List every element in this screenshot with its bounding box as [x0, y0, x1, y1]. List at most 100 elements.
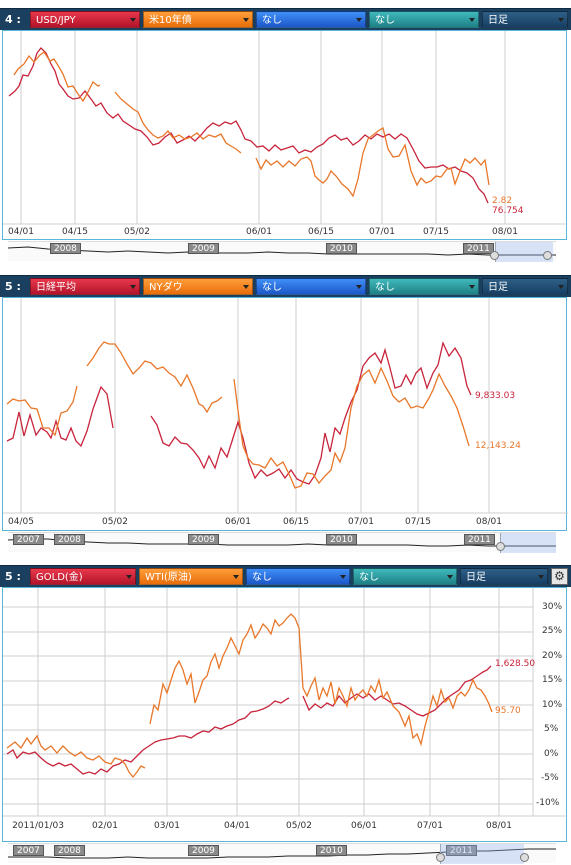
- panel-toolbar: 5 : GOLD(金) WTI(原油) なし なし 日足 ⚙: [0, 565, 571, 587]
- select-label: 米10年債: [149, 15, 192, 26]
- chevron-down-icon: [558, 18, 564, 22]
- period-navigator[interactable]: 2007 2008 2009 2010 2011: [8, 532, 556, 553]
- third-symbol-select[interactable]: なし: [256, 11, 366, 28]
- primary-symbol-select[interactable]: GOLD(金): [30, 568, 136, 585]
- x-tick-label: 03/01: [154, 821, 180, 831]
- last-value-label: 2.82: [492, 196, 513, 206]
- panel-toolbar: 5 : 日経平均 NYダウ なし なし 日足: [0, 275, 571, 297]
- series-line-nydow: [86, 341, 223, 414]
- last-value-label: 76.754: [492, 206, 524, 216]
- x-tick-label: 06/01: [225, 517, 251, 527]
- chevron-down-icon: [558, 285, 564, 289]
- chevron-down-icon: [130, 18, 136, 22]
- period-select[interactable]: 日足: [482, 278, 568, 295]
- navigator-sparkline: [8, 246, 556, 256]
- chevron-down-icon: [356, 18, 362, 22]
- series-line-nikkei: [150, 340, 472, 485]
- fourth-symbol-select[interactable]: なし: [353, 568, 457, 585]
- x-tick-label: 08/01: [476, 517, 502, 527]
- nav-year-label[interactable]: 2009: [188, 243, 219, 254]
- navigator-handle-left[interactable]: [490, 251, 499, 260]
- y-tick-label: 10%: [542, 700, 563, 710]
- last-value-label: 1,628.50: [495, 659, 536, 669]
- series-line-us10y: [255, 126, 490, 198]
- select-label: なし: [262, 282, 282, 293]
- secondary-symbol-select[interactable]: WTI(原油): [139, 568, 243, 585]
- chart-panel-1: 4 : USD/JPY 米10年債 なし なし 日足 04/01: [0, 8, 571, 263]
- nav-year-label[interactable]: 2008: [50, 243, 81, 254]
- chevron-down-icon: [356, 285, 362, 289]
- navigator-range[interactable]: [440, 844, 524, 864]
- chart-area: 04/05 05/02 06/01 06/15 07/01 07/15 08/0…: [2, 297, 568, 531]
- chevron-down-icon: [469, 18, 475, 22]
- select-label: なし: [375, 15, 395, 26]
- chevron-down-icon: [538, 575, 544, 579]
- x-tick-label: 02/01: [92, 821, 118, 831]
- navigator-range[interactable]: [500, 533, 556, 553]
- x-tick-label: 07/01: [369, 227, 395, 237]
- nav-year-label[interactable]: 2011: [464, 534, 495, 545]
- select-label: なし: [262, 15, 282, 26]
- panel-index: 4 :: [5, 13, 21, 26]
- chart-panel-3: 5 : GOLD(金) WTI(原油) なし なし 日足 ⚙: [0, 565, 571, 865]
- period-select[interactable]: 日足: [482, 11, 568, 28]
- primary-symbol-select[interactable]: 日経平均: [30, 278, 140, 295]
- nav-year-label[interactable]: 2009: [188, 845, 219, 856]
- navigator-handle-right[interactable]: [543, 251, 552, 260]
- nav-year-label[interactable]: 2007: [13, 534, 44, 545]
- navigator-handle-left[interactable]: [496, 542, 505, 551]
- x-tick-label: 07/01: [348, 517, 374, 527]
- x-tick-label: 08/01: [486, 821, 512, 831]
- x-tick-label: 06/15: [308, 227, 334, 237]
- x-tick-label: 06/01: [351, 821, 377, 831]
- period-navigator[interactable]: 2007 2008 2009 2010 2011: [8, 843, 556, 864]
- fourth-symbol-select[interactable]: なし: [369, 278, 479, 295]
- select-label: USD/JPY: [36, 15, 76, 26]
- select-label: NYダウ: [149, 282, 183, 293]
- nav-year-label[interactable]: 2010: [326, 243, 357, 254]
- series-line-nydow: [6, 385, 78, 437]
- navigator-handle-right[interactable]: [520, 853, 529, 862]
- chevron-down-icon: [130, 285, 136, 289]
- chevron-down-icon: [243, 285, 249, 289]
- third-symbol-select[interactable]: なし: [246, 568, 350, 585]
- series-line-us10y: [114, 91, 242, 154]
- line-chart: [3, 588, 568, 817]
- third-symbol-select[interactable]: なし: [256, 278, 366, 295]
- panel-toolbar: 4 : USD/JPY 米10年債 なし なし 日足: [0, 8, 571, 30]
- y-tick-label: 30%: [542, 602, 563, 612]
- select-label: 日経平均: [36, 282, 76, 293]
- x-tick-label: 04/01: [224, 821, 250, 831]
- primary-symbol-select[interactable]: USD/JPY: [30, 11, 140, 28]
- x-tick-label: 05/02: [124, 227, 150, 237]
- nav-year-label[interactable]: 2008: [54, 534, 85, 545]
- nav-year-label[interactable]: 2008: [54, 845, 85, 856]
- secondary-symbol-select[interactable]: 米10年債: [143, 11, 253, 28]
- period-navigator[interactable]: 2008 2009 2010 2011: [8, 241, 556, 262]
- nav-year-label[interactable]: 2009: [188, 534, 219, 545]
- last-value-label: 9,833.03: [475, 391, 516, 401]
- x-tick-label: 07/15: [405, 517, 431, 527]
- nav-year-label[interactable]: 2011: [446, 845, 477, 856]
- x-tick-label: 07/01: [417, 821, 443, 831]
- nav-year-label[interactable]: 2011: [463, 243, 494, 254]
- nav-year-label[interactable]: 2007: [13, 845, 44, 856]
- chart-area: 30% 25% 20% 15% 10% 5% 0% -5% -10% 2011/…: [2, 587, 568, 842]
- chart-area: 04/01 04/15 05/02 06/01 06/15 07/01 07/1…: [2, 30, 568, 240]
- nav-year-label[interactable]: 2010: [326, 534, 357, 545]
- select-label: 日足: [488, 282, 508, 293]
- secondary-symbol-select[interactable]: NYダウ: [143, 278, 253, 295]
- gear-icon[interactable]: ⚙: [551, 568, 568, 585]
- navigator-handle-left[interactable]: [436, 853, 445, 862]
- chevron-down-icon: [126, 575, 132, 579]
- fourth-symbol-select[interactable]: なし: [369, 11, 479, 28]
- nav-year-label[interactable]: 2010: [316, 845, 347, 856]
- x-tick-label: 04/01: [8, 227, 34, 237]
- period-select[interactable]: 日足: [460, 568, 548, 585]
- series-line-us10y: [13, 51, 101, 103]
- select-label: GOLD(金): [36, 572, 83, 583]
- x-tick-label: 06/01: [246, 227, 272, 237]
- select-label: 日足: [488, 15, 508, 26]
- panel-index: 5 :: [5, 280, 21, 293]
- series-line-gold: [302, 665, 492, 717]
